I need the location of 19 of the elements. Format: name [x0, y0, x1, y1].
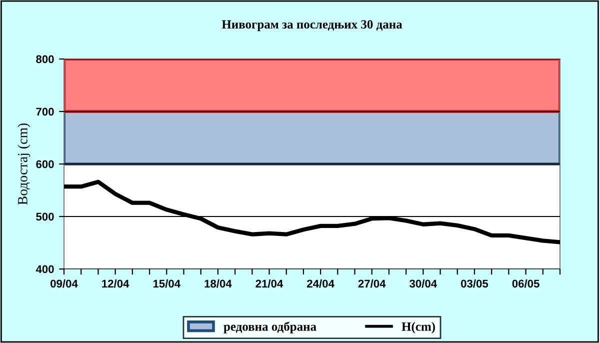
x-tick-label: 27/04 — [358, 279, 386, 288]
x-tick-label: 18/04 — [204, 279, 232, 288]
x-tick-label: 12/04 — [102, 279, 130, 288]
y-tick-label: 700 — [36, 108, 54, 116]
x-tick-label: 24/04 — [307, 279, 334, 288]
legend-label: H(cm) — [402, 322, 435, 334]
y-tick-label: 500 — [36, 212, 54, 221]
x-tick-label: 03/05 — [461, 279, 488, 288]
y-tick-label: 600 — [36, 160, 54, 168]
x-tick-label: 06/05 — [512, 279, 540, 288]
y-tick-label: 400 — [36, 265, 54, 274]
chart-title: Нивограм за последњих 30 дана — [222, 20, 402, 32]
legend-label: редовна одбрана — [224, 322, 316, 334]
y-tick-label: 800 — [36, 55, 54, 64]
y-axis-title: Водостај (cm) — [18, 123, 30, 205]
x-tick-label: 15/04 — [153, 279, 180, 288]
x-tick-label: 21/04 — [256, 279, 284, 288]
x-tick-label: 30/04 — [410, 279, 438, 288]
x-tick-label: 09/04 — [50, 279, 78, 288]
